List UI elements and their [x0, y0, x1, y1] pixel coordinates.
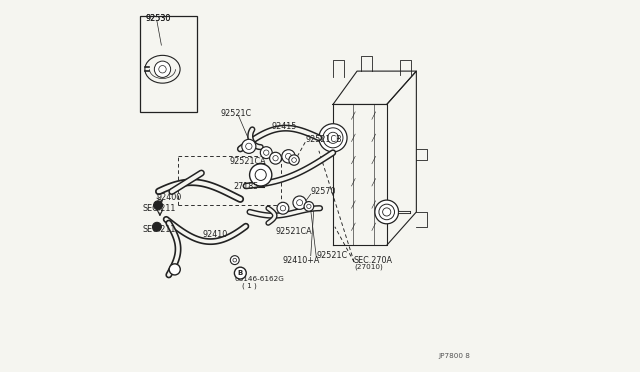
- Circle shape: [260, 147, 272, 158]
- Text: 92415: 92415: [271, 122, 296, 131]
- Text: 92521C: 92521C: [221, 109, 252, 118]
- Circle shape: [246, 143, 252, 150]
- Circle shape: [230, 256, 239, 264]
- Circle shape: [154, 201, 163, 210]
- Circle shape: [234, 267, 246, 279]
- Circle shape: [379, 204, 394, 220]
- Text: 92521CA: 92521CA: [230, 157, 266, 166]
- Text: 92400: 92400: [156, 193, 181, 202]
- Circle shape: [304, 202, 314, 211]
- Circle shape: [280, 206, 285, 211]
- Circle shape: [242, 139, 256, 153]
- Circle shape: [233, 258, 237, 262]
- Circle shape: [273, 155, 278, 161]
- Text: SEC.211: SEC.211: [143, 205, 176, 214]
- Circle shape: [296, 200, 303, 206]
- Circle shape: [383, 208, 391, 216]
- Ellipse shape: [145, 55, 180, 83]
- Text: 08146-6162G: 08146-6162G: [235, 276, 285, 282]
- Circle shape: [319, 124, 347, 152]
- Circle shape: [292, 158, 296, 163]
- Circle shape: [375, 200, 399, 224]
- Circle shape: [264, 150, 269, 155]
- Circle shape: [269, 152, 282, 164]
- Circle shape: [328, 132, 339, 143]
- Bar: [140, 16, 197, 112]
- Circle shape: [323, 128, 343, 148]
- Text: 92410: 92410: [202, 230, 228, 240]
- Text: (27010): (27010): [355, 263, 383, 270]
- Circle shape: [293, 196, 307, 209]
- Text: 92570: 92570: [311, 187, 336, 196]
- Circle shape: [289, 155, 300, 165]
- Text: 27185: 27185: [233, 182, 259, 191]
- Text: 92521CB: 92521CB: [305, 135, 342, 144]
- Circle shape: [277, 202, 289, 214]
- Text: B: B: [237, 270, 243, 276]
- Circle shape: [255, 169, 266, 180]
- Text: 92530: 92530: [145, 14, 170, 23]
- Text: SEC.211: SEC.211: [143, 225, 176, 234]
- Text: 92530: 92530: [145, 14, 170, 23]
- Text: JP7800 8: JP7800 8: [438, 353, 470, 359]
- Circle shape: [282, 150, 295, 163]
- Circle shape: [250, 164, 272, 186]
- Text: 92410+A: 92410+A: [283, 256, 320, 264]
- Circle shape: [159, 65, 166, 73]
- Text: 92521C: 92521C: [316, 251, 348, 260]
- Circle shape: [169, 264, 180, 275]
- Circle shape: [285, 153, 291, 159]
- Circle shape: [307, 204, 311, 209]
- Text: 92521CA: 92521CA: [276, 227, 312, 236]
- Circle shape: [154, 61, 171, 77]
- Text: ( 1 ): ( 1 ): [242, 282, 257, 289]
- Text: SEC.270A: SEC.270A: [353, 256, 392, 264]
- Circle shape: [152, 222, 161, 231]
